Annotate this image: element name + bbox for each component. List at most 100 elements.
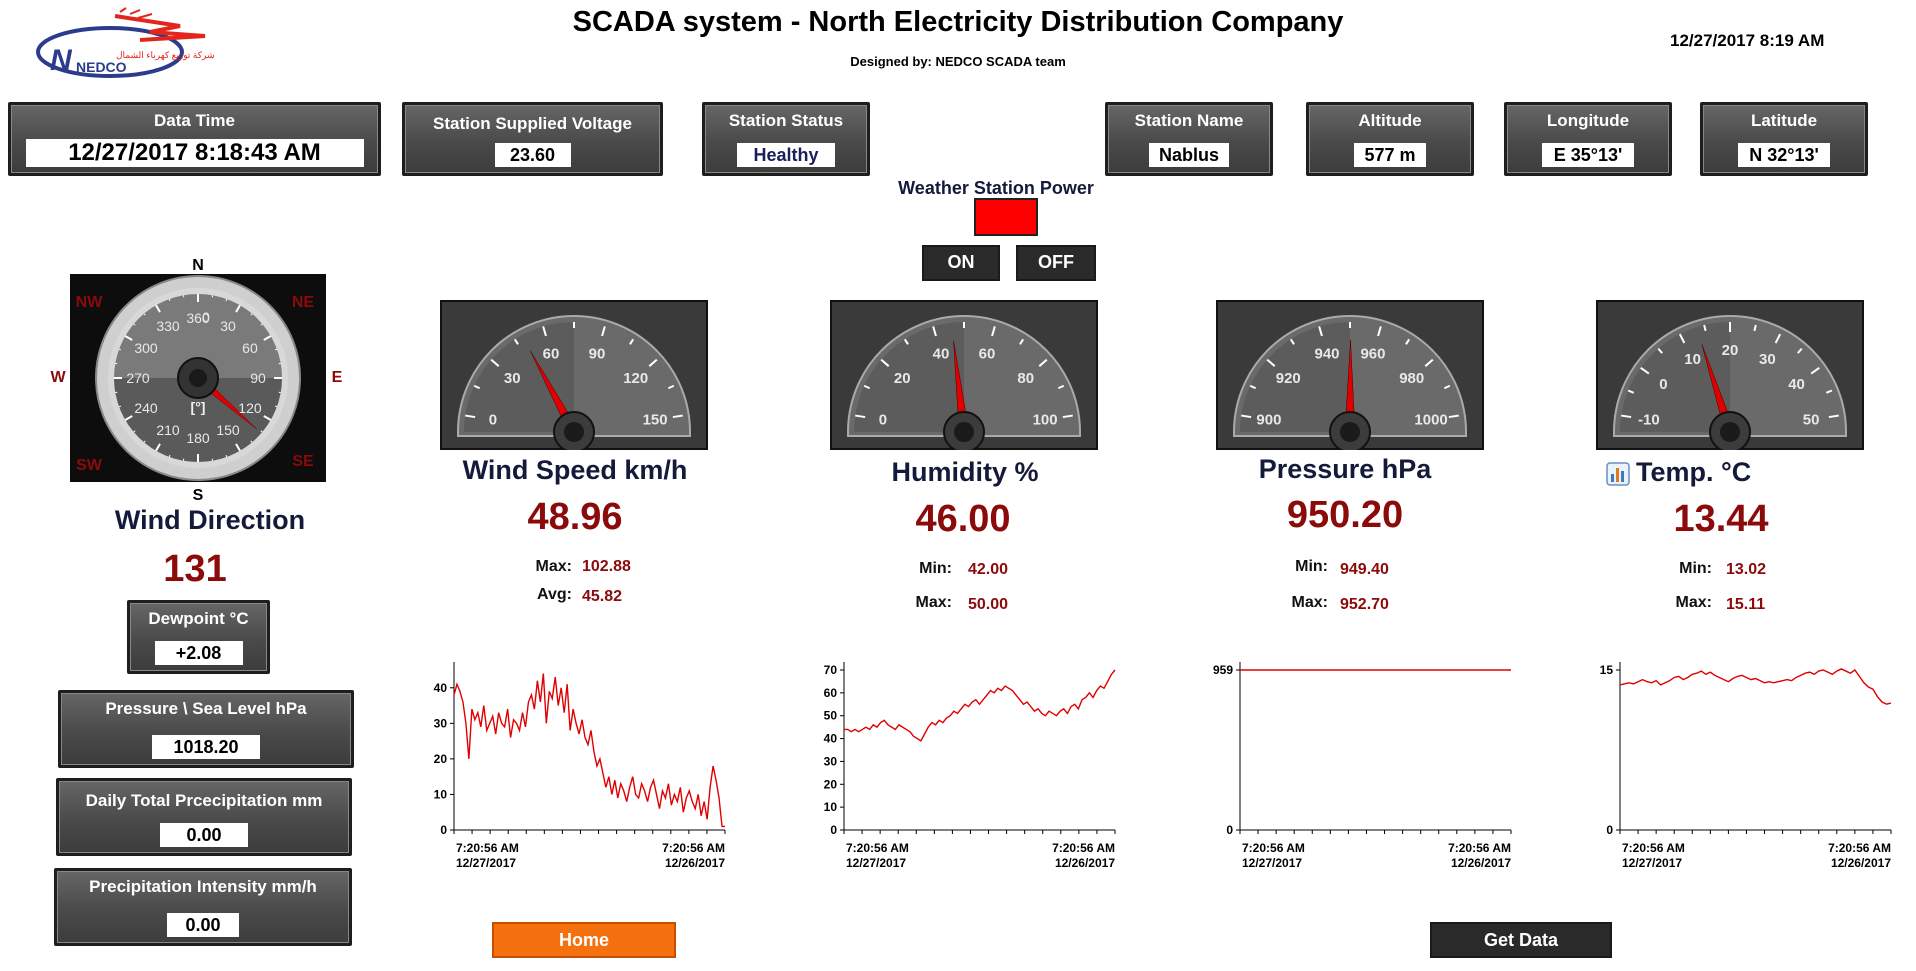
temperature-min-value: 13.02 bbox=[1726, 561, 1767, 578]
gauge-tick bbox=[1057, 384, 1065, 390]
compass-tick bbox=[274, 348, 278, 351]
compass-tick bbox=[250, 440, 253, 443]
gauge-tick bbox=[863, 384, 871, 390]
gauge-tick bbox=[542, 326, 547, 337]
chart-x-end-date: 12/26/2017 bbox=[1831, 856, 1891, 870]
compass-tick bbox=[155, 443, 161, 452]
gauge-tick bbox=[1621, 414, 1632, 419]
latitude-value: N 32°13' bbox=[1738, 143, 1830, 167]
gauge-tick-label: 920 bbox=[1276, 370, 1301, 387]
pressure-max-value: 952.70 bbox=[1340, 596, 1389, 613]
gauge-tick bbox=[1443, 384, 1451, 390]
gauge-tick bbox=[1678, 333, 1686, 344]
gauge-hub-inner bbox=[564, 422, 584, 442]
gauge-tick bbox=[1825, 389, 1833, 394]
gauge-tick bbox=[1318, 326, 1323, 337]
humidity-value: 46.00 bbox=[915, 498, 1011, 540]
page-subtitle: Designed by: NEDCO SCADA team bbox=[850, 54, 1066, 69]
gauge-tick-label: 980 bbox=[1399, 370, 1424, 387]
chart-y-tick-label: 959 bbox=[1213, 663, 1233, 677]
longitude-value: E 35°13' bbox=[1542, 143, 1634, 167]
gauge-tick-label: 50 bbox=[1803, 412, 1820, 429]
gauge-tick bbox=[855, 414, 866, 419]
compass-tick bbox=[263, 415, 272, 421]
gauge-tick-label: 150 bbox=[643, 412, 668, 429]
data-time-value: 12/27/2017 8:18:43 AM bbox=[25, 139, 364, 167]
chart-y-tick-label: 10 bbox=[824, 800, 838, 814]
gauge-face-shade bbox=[1620, 322, 1730, 432]
temperature-chart: 0 15 7:20:56 AM 12/27/2017 7:20:56 AM 12/26/2… bbox=[1576, 660, 1906, 880]
precip-total-value: 0.00 bbox=[160, 823, 248, 847]
gauge-tick bbox=[648, 358, 658, 367]
data-time-label: Data Time bbox=[154, 111, 235, 130]
latitude-label: Latitude bbox=[1750, 111, 1818, 130]
gauge-face-shade bbox=[1240, 322, 1350, 432]
gauge-tick bbox=[991, 326, 996, 337]
chart-x-start-time: 7:20:56 AM bbox=[1622, 841, 1685, 855]
gauge-tick-label: 0 bbox=[489, 412, 497, 429]
pressure-chart: 0 959 7:20:56 AM 12/27/2017 7:20:56 AM 12/26/… bbox=[1196, 660, 1526, 880]
get-data-button[interactable]: Get Data bbox=[1430, 922, 1612, 958]
pressure-title: Pressure hPa bbox=[1258, 454, 1432, 484]
chart-y-tick-label: 20 bbox=[434, 752, 448, 766]
gauge-tick bbox=[1627, 389, 1635, 394]
gauge-tick bbox=[1810, 366, 1820, 375]
temperature-value: 13.44 bbox=[1673, 498, 1769, 540]
gauge-tick-label: 60 bbox=[979, 345, 996, 362]
compass-cardinal-w: W bbox=[50, 369, 66, 386]
chart-x-start-time: 7:20:56 AM bbox=[1242, 841, 1305, 855]
compass-tick-label: 240 bbox=[134, 400, 158, 416]
power-on-button[interactable]: ON bbox=[922, 245, 1000, 281]
chart-x-end-time: 7:20:56 AM bbox=[1828, 841, 1891, 855]
logo-arabic: شركة توزيع كهرباء الشمال bbox=[116, 50, 215, 61]
gauge-tick-label: 80 bbox=[1017, 370, 1034, 387]
altitude-value: 577 m bbox=[1354, 143, 1426, 167]
svg-text:N: N bbox=[50, 44, 73, 77]
bar-chart-icon[interactable] bbox=[1606, 462, 1630, 486]
chart-y-tick-label: 0 bbox=[1606, 823, 1613, 837]
chart-y-tick-label: 15 bbox=[1600, 663, 1614, 677]
compass-tick-label: 300 bbox=[134, 340, 158, 356]
gauge-tick bbox=[667, 384, 675, 390]
gauge-tick bbox=[1405, 338, 1411, 345]
wind-speed-avg-value: 45.82 bbox=[582, 588, 623, 605]
compass-unit: [°] bbox=[191, 399, 206, 415]
compass-tick bbox=[118, 348, 122, 351]
humidity-min-label: Min: bbox=[919, 560, 952, 577]
wind-speed-title: Wind Speed km/h bbox=[462, 455, 688, 485]
compass-cardinal-s: S bbox=[193, 487, 204, 500]
compass-tick-label: 30 bbox=[220, 318, 236, 334]
power-off-button[interactable]: OFF bbox=[1016, 245, 1096, 281]
precip-intensity-value: 0.00 bbox=[167, 913, 239, 937]
home-button[interactable]: Home bbox=[492, 922, 676, 958]
compass-tick-label: 90 bbox=[250, 370, 266, 386]
gauge-tick-label: 940 bbox=[1314, 345, 1339, 362]
temperature-min-label: Min: bbox=[1679, 560, 1712, 577]
humidity-max-value: 50.00 bbox=[968, 596, 1009, 613]
dewpoint-panel: Dewpoint °C +2.08 bbox=[127, 600, 270, 674]
compass-tick-label: 180 bbox=[186, 430, 210, 446]
longitude-label: Longitude bbox=[1546, 111, 1630, 130]
temperature-title: Temp. °C bbox=[1636, 457, 1752, 487]
gauge-tick bbox=[1703, 324, 1707, 332]
gauge-tick bbox=[473, 384, 481, 390]
gauge-face-shade bbox=[464, 322, 574, 432]
chart-y-tick-label: 30 bbox=[434, 716, 448, 730]
pressure-gauge: 900 920 940 960 980 1000 bbox=[1216, 300, 1484, 453]
temperature-gauge: -10 0 10 20 30 40 50 bbox=[1596, 300, 1864, 453]
gauge-face-shade bbox=[854, 322, 964, 432]
compass-tick bbox=[250, 313, 253, 316]
pressure-sea-value: 1018.20 bbox=[152, 735, 260, 759]
gauge-tick bbox=[1640, 366, 1650, 375]
chart-y-tick-label: 60 bbox=[824, 686, 838, 700]
humidity-title: Humidity % bbox=[891, 457, 1039, 487]
temperature-max-label: Max: bbox=[1675, 594, 1712, 611]
compass-cardinal-n: N bbox=[192, 257, 204, 274]
gauge-hub-inner bbox=[954, 422, 974, 442]
gauge-tick bbox=[672, 414, 683, 419]
gauge-tick bbox=[1377, 326, 1382, 337]
compass-dial-upper bbox=[114, 294, 282, 378]
chart-x-end-date: 12/26/2017 bbox=[1055, 856, 1115, 870]
altitude-label: Altitude bbox=[1358, 111, 1422, 130]
gauge-tick-label: 960 bbox=[1360, 345, 1385, 362]
